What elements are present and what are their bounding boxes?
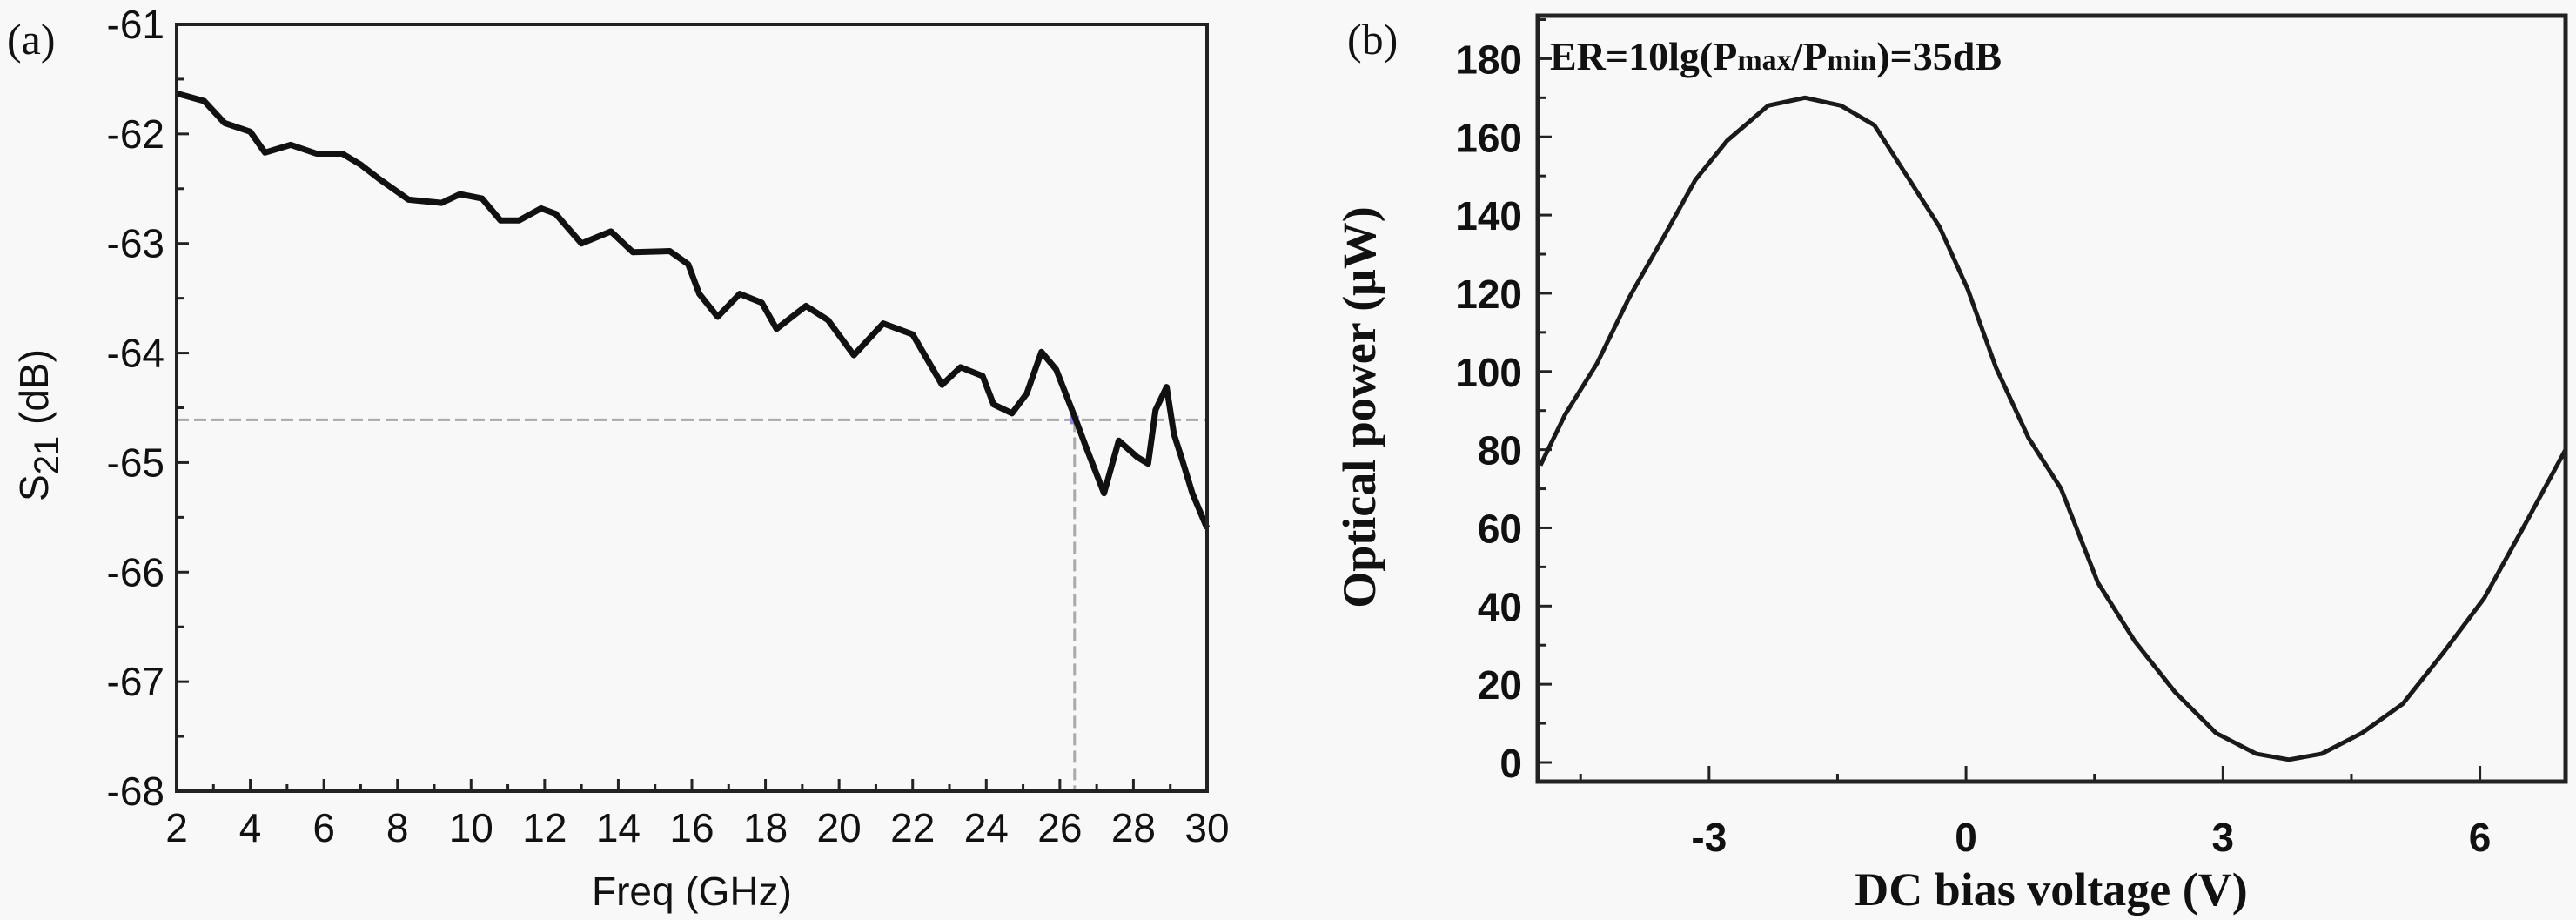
x-axis-ticks: -3 0 3 6 [1579, 766, 2492, 860]
y-tick-label: 0 [1499, 741, 1522, 786]
y-axis-label: S21 (dB) [11, 349, 66, 501]
x-tick-label: 2 [165, 805, 188, 850]
s21-curve [176, 90, 1211, 530]
y-tick-label: 40 [1478, 584, 1522, 629]
x-tick-label: 28 [1111, 805, 1156, 850]
plot-frame [175, 23, 1209, 793]
y-tick-label: -66 [107, 549, 164, 594]
x-tick-label: 3 [2212, 815, 2235, 860]
x-tick-label: 8 [386, 805, 409, 850]
x-axis-label: DC bias voltage (V) [1855, 863, 2247, 916]
x-tick-label: 12 [522, 805, 567, 850]
y-axis-label: Optical power (μW) [1333, 206, 1385, 608]
y-tick-label: 160 [1455, 115, 1522, 160]
optical-power-curve [1538, 95, 2568, 762]
chart-optical-power-vs-bias: 0 20 40 60 80 100 120 140 160 180 -3 0 3 6 ER=10lg(P… [1333, 13, 2568, 916]
y-tick-label: -63 [107, 221, 164, 266]
y-tick-label: 100 [1455, 350, 1522, 395]
x-tick-label: -3 [1691, 815, 1727, 860]
y-tick-label: 80 [1478, 428, 1522, 473]
y-tick-label: -68 [107, 769, 164, 814]
y-tick-label: 140 [1455, 193, 1522, 238]
y-tick-label: 60 [1478, 506, 1522, 551]
x-tick-label: 24 [964, 805, 1009, 850]
cutoff-markers [177, 415, 1207, 791]
y-tick-label: -65 [107, 440, 164, 485]
x-axis-ticks: 2 4 6 8 10 12 14 16 18 20 22 24 26 28 30 [165, 779, 1230, 850]
y-tick-label: -64 [107, 331, 164, 376]
panel-label-b: (b) [1347, 15, 1399, 64]
plot-frame [1535, 13, 2568, 784]
y-tick-label: 180 [1455, 37, 1522, 82]
y-tick-label: -61 [107, 2, 164, 47]
x-tick-label: 18 [743, 805, 788, 850]
y-axis-ticks: -61 -62 -63 -64 -65 -66 -67 -68 [107, 2, 189, 814]
x-tick-label: 26 [1037, 805, 1082, 850]
x-tick-label: 10 [449, 805, 493, 850]
y-tick-label: 20 [1478, 662, 1522, 708]
y-axis-ticks: 0 20 40 60 80 100 120 140 160 180 [1455, 17, 1552, 786]
x-tick-label: 6 [312, 805, 335, 850]
y-tick-label: -62 [107, 111, 164, 157]
x-tick-label: 14 [596, 805, 641, 850]
x-tick-label: 0 [1955, 815, 1977, 860]
extinction-ratio-annotation: ER=10lg(Pmax/Pmin)=35dB [1550, 34, 2002, 78]
y-tick-label: 120 [1455, 272, 1522, 317]
panel-label-a: (a) [7, 15, 56, 64]
x-tick-label: 30 [1184, 805, 1229, 850]
x-tick-label: 6 [2469, 815, 2492, 860]
chart-s21-vs-frequency: -61-62-63-64-65-66-67-68 2 4 6 8 10 12 14 16 18 2… [11, 2, 1230, 914]
x-tick-label: 20 [817, 805, 862, 850]
x-tick-label: 16 [669, 805, 714, 850]
x-axis-label: Freq (GHz) [592, 869, 792, 914]
y-tick-label: -67 [107, 659, 164, 704]
x-tick-label: 4 [239, 805, 262, 850]
x-tick-label: 22 [890, 805, 935, 850]
